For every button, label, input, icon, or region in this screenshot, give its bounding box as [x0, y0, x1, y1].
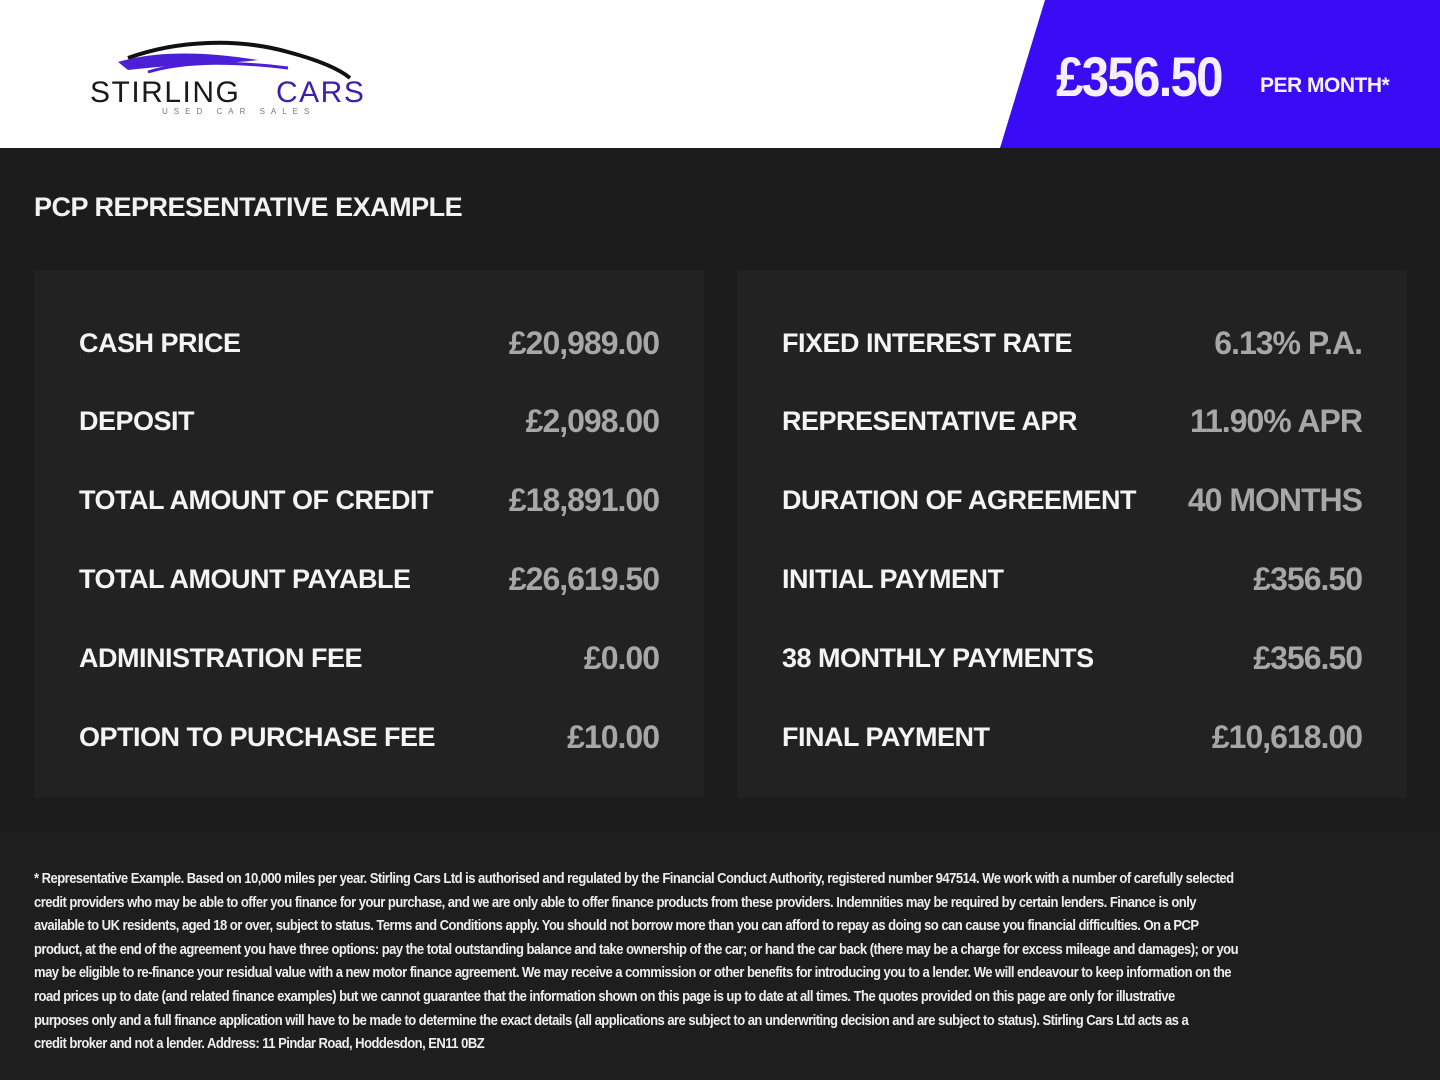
finance-label: CASH PRICE — [79, 327, 241, 358]
footer: * Representative Example. Based on 10,00… — [0, 832, 1440, 1080]
finance-row: INITIAL PAYMENT £356.50 — [782, 559, 1363, 599]
finance-value: 11.90% APR — [1189, 403, 1363, 440]
disclaimer-line: may be eligible to re-finance your resid… — [34, 965, 1232, 982]
finance-row: TOTAL AMOUNT PAYABLE £26,619.50 — [79, 559, 660, 599]
disclaimer-line: available to UK residents, aged 18 or ov… — [34, 918, 1199, 935]
finance-value: 40 MONTHS — [1187, 482, 1363, 519]
per-month-label: PER MONTH* — [1260, 74, 1390, 97]
finance-value: £0.00 — [583, 639, 660, 676]
header: STIRLING CARS USED CAR SALES £356.50 PER… — [0, 0, 1440, 148]
finance-label: FINAL PAYMENT — [782, 721, 990, 752]
finance-panel-left: CASH PRICE £20,989.00 DEPOSIT £2,098.00 TOTA… — [34, 270, 704, 798]
logo-text-cars: CARS — [276, 76, 365, 109]
disclaimer-line: product, at the end of the agreement you… — [34, 941, 1239, 958]
finance-value: 6.13% P.A. — [1214, 324, 1363, 361]
finance-label: INITIAL PAYMENT — [782, 563, 1004, 594]
finance-value: £20,989.00 — [508, 324, 660, 361]
logo-tagline: USED CAR SALES — [162, 107, 315, 116]
pcp-example-section: PCP REPRESENTATIVE EXAMPLE CASH PRICE £20… — [0, 148, 1440, 832]
finance-row: FINAL PAYMENT £10,618.00 — [782, 717, 1363, 757]
finance-label: FIXED INTEREST RATE — [782, 327, 1073, 358]
finance-label: 38 MONTHLY PAYMENTS — [782, 642, 1094, 673]
logo-text-stirling: STIRLING — [90, 76, 240, 109]
finance-value: £356.50 — [1253, 560, 1363, 597]
finance-label: DEPOSIT — [79, 406, 195, 437]
finance-row: 38 MONTHLY PAYMENTS £356.50 — [782, 638, 1363, 678]
finance-label: ADMINISTRATION FEE — [79, 642, 363, 673]
finance-row: TOTAL AMOUNT OF CREDIT £18,891.00 — [79, 481, 660, 521]
finance-label: OPTION TO PURCHASE FEE — [79, 721, 436, 752]
finance-row: DURATION OF AGREEMENT 40 MONTHS — [782, 481, 1363, 521]
section-title: PCP REPRESENTATIVE EXAMPLE — [34, 192, 463, 222]
finance-value: £18,891.00 — [508, 482, 660, 519]
finance-value: £10,618.00 — [1211, 718, 1363, 755]
finance-label: DURATION OF AGREEMENT — [782, 485, 1137, 516]
disclaimer-line: * Representative Example. Based on 10,00… — [34, 871, 1234, 887]
finance-row: ADMINISTRATION FEE £0.00 — [79, 638, 660, 678]
finance-value: £26,619.50 — [508, 560, 660, 597]
finance-row: REPRESENTATIVE APR 11.90% APR — [782, 402, 1363, 442]
disclaimer-line: road prices up to date (and related fina… — [34, 988, 1175, 1005]
disclaimer-text: * Representative Example. Based on 10,00… — [34, 868, 1239, 1057]
finance-row: OPTION TO PURCHASE FEE £10.00 — [79, 717, 660, 757]
monthly-price: £356.50 — [1056, 45, 1224, 108]
finance-panel-right: FIXED INTEREST RATE 6.13% P.A. REPRESENTAT… — [737, 270, 1407, 798]
finance-label: TOTAL AMOUNT OF CREDIT — [79, 485, 433, 516]
finance-row: CASH PRICE £20,989.00 — [79, 323, 660, 363]
finance-value: £2,098.00 — [525, 403, 660, 440]
disclaimer-line: credit broker and not a lender. Address:… — [34, 1036, 485, 1053]
monthly-price-banner — [1000, 0, 1440, 148]
finance-label: TOTAL AMOUNT PAYABLE — [79, 563, 411, 594]
finance-value: £356.50 — [1253, 639, 1363, 676]
finance-value: £10.00 — [567, 718, 660, 755]
disclaimer-line: credit providers who may be able to offe… — [34, 894, 1197, 911]
finance-label: REPRESENTATIVE APR — [782, 406, 1078, 437]
disclaimer-line: purposes only and a full finance applica… — [34, 1012, 1189, 1029]
finance-row: DEPOSIT £2,098.00 — [79, 402, 660, 442]
stirling-cars-logo: STIRLING CARS USED CAR SALES — [90, 40, 365, 116]
finance-row: FIXED INTEREST RATE 6.13% P.A. — [782, 323, 1363, 363]
